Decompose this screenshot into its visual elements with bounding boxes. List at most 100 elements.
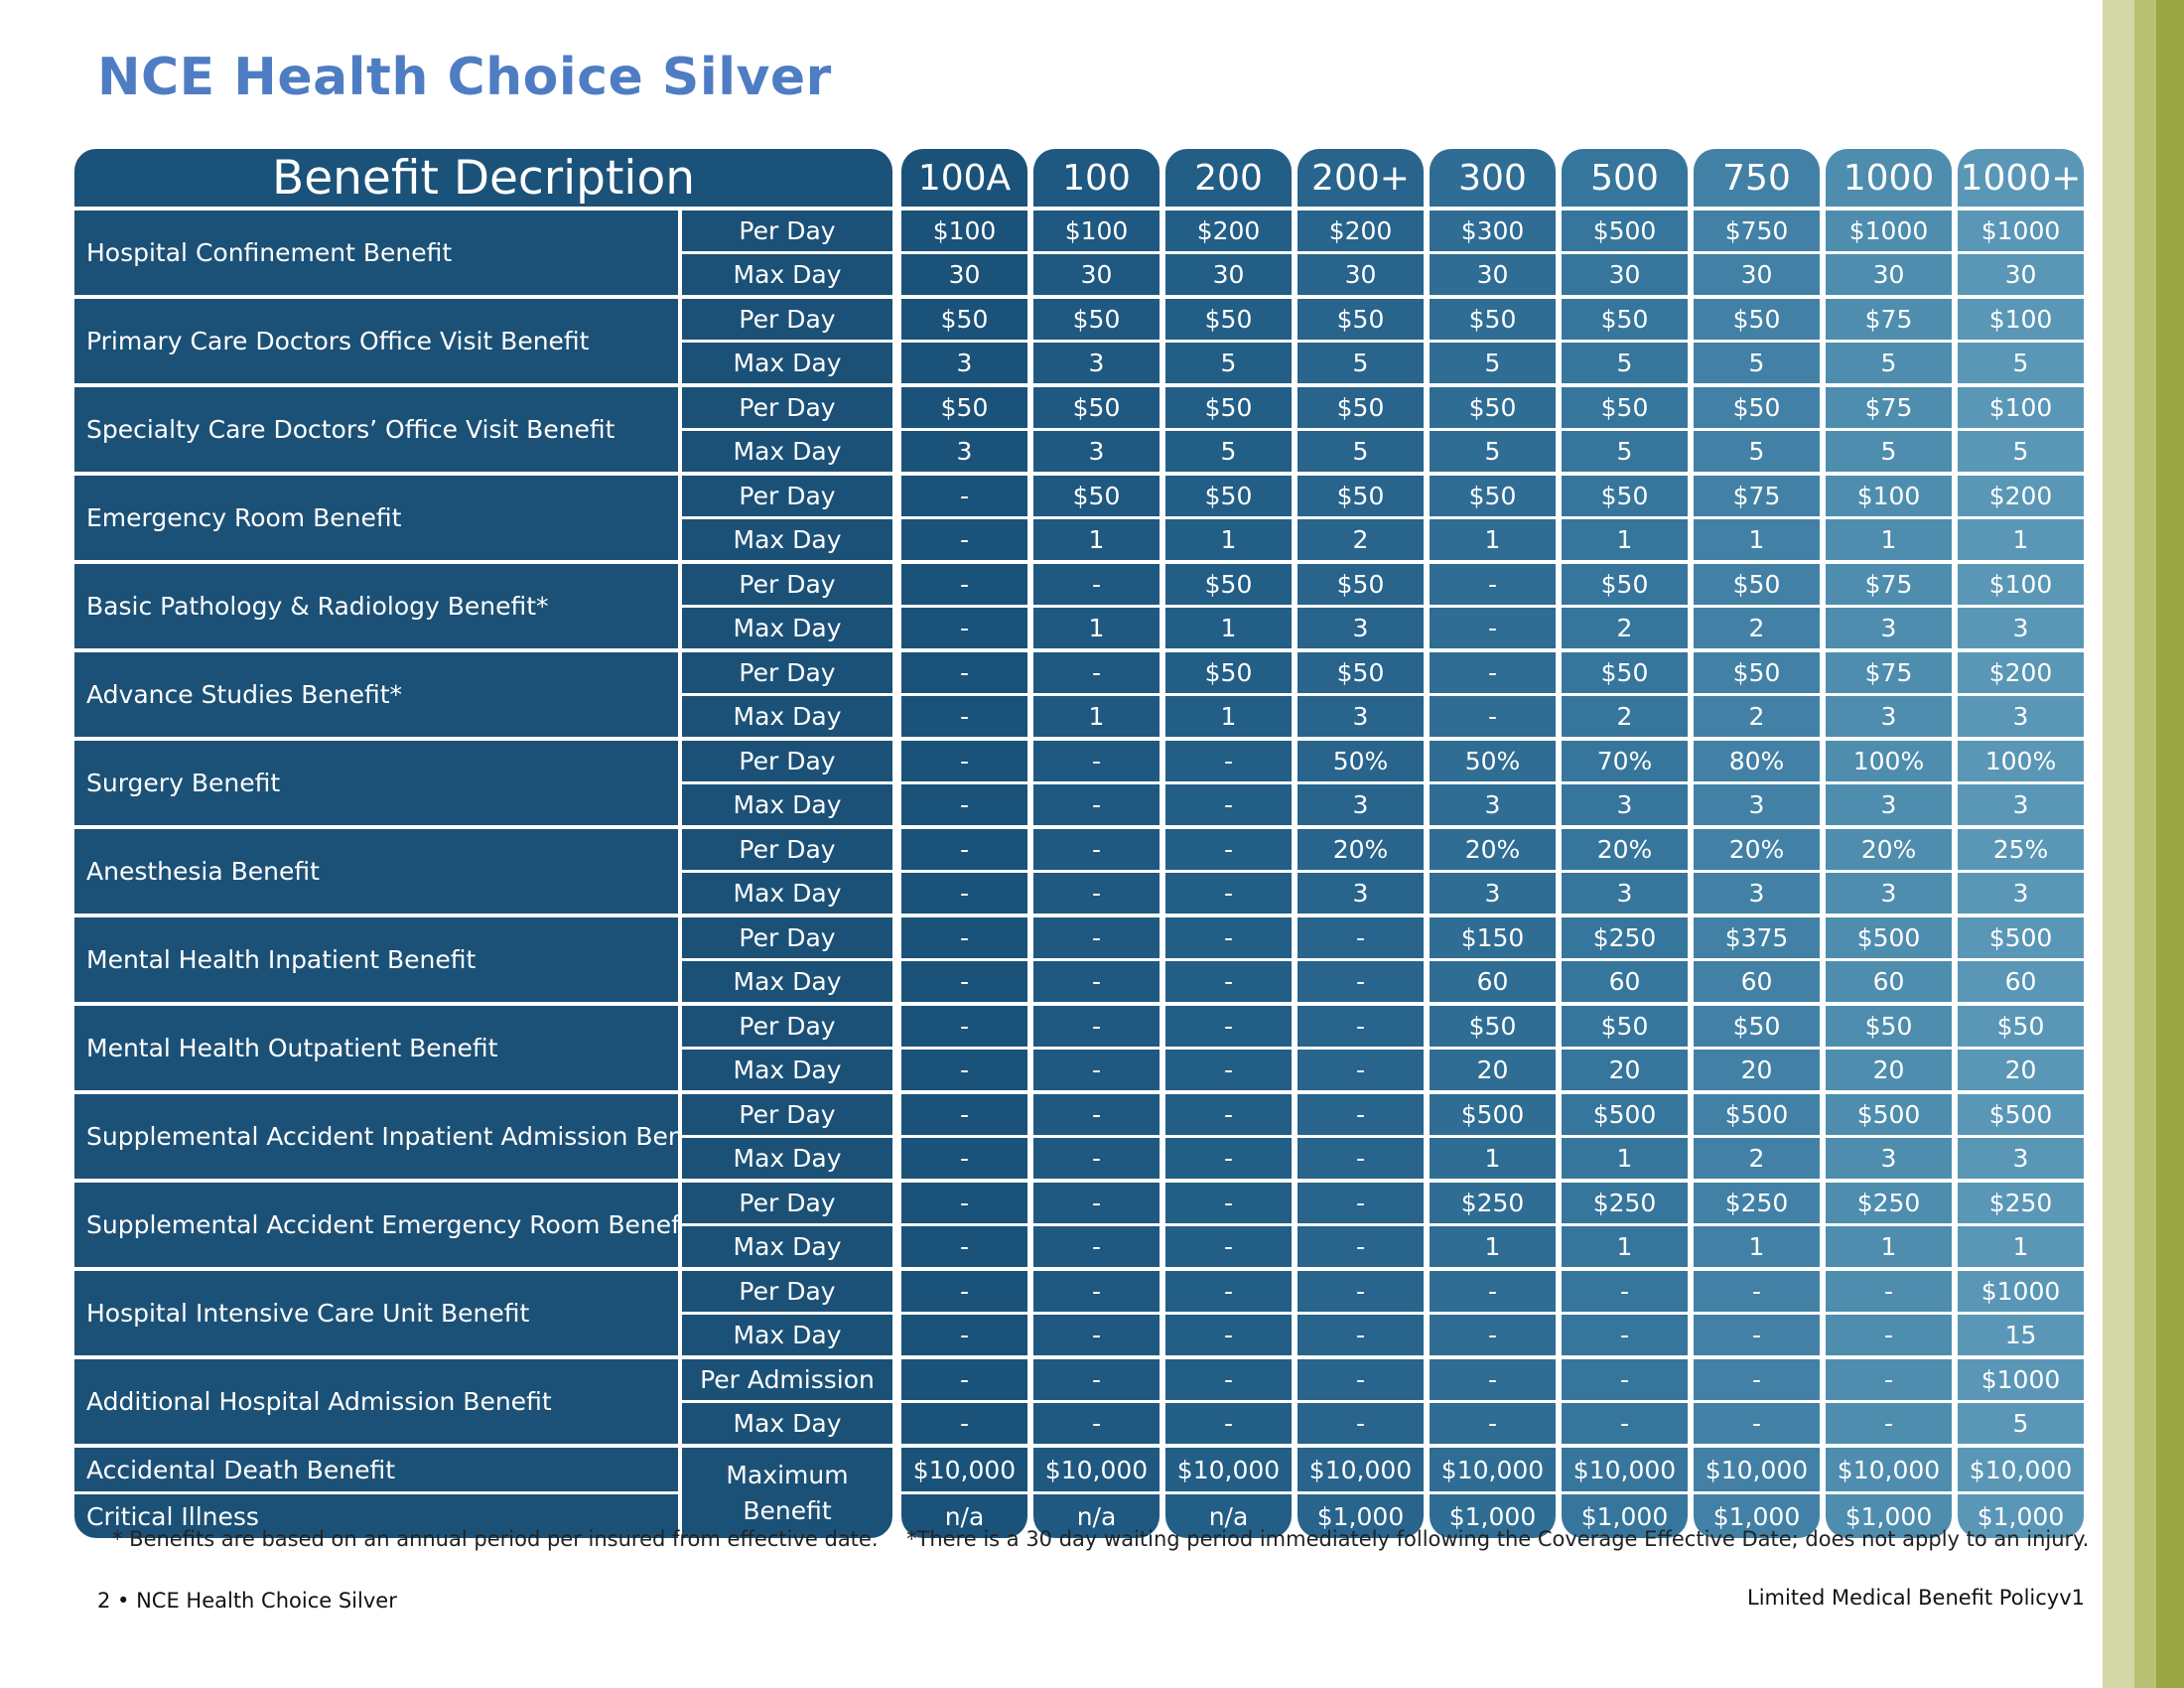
benefit-value: - bbox=[1297, 1094, 1424, 1135]
benefit-value: - bbox=[1297, 1006, 1424, 1047]
benefit-value: $75 bbox=[1826, 387, 1952, 428]
benefit-value: 1 bbox=[1958, 519, 2084, 560]
benefit-value: 3 bbox=[1694, 784, 1820, 825]
benefit-value: $50 bbox=[901, 299, 1027, 340]
benefit-value: 5 bbox=[1694, 431, 1820, 472]
benefit-value: $50 bbox=[1297, 652, 1424, 693]
benefit-value: 3 bbox=[1958, 608, 2084, 648]
plan-header-200: 200 bbox=[1165, 149, 1292, 207]
benefit-value: $50 bbox=[1165, 564, 1292, 605]
benefit-value: 30 bbox=[1826, 254, 1952, 295]
benefit-value: $50 bbox=[1165, 476, 1292, 516]
benefit-value: 20% bbox=[1562, 829, 1688, 870]
benefit-value: $50 bbox=[901, 387, 1027, 428]
decorative-stripe-dark bbox=[2156, 0, 2184, 1688]
benefit-value: $750 bbox=[1694, 211, 1820, 251]
benefit-value: 20 bbox=[1826, 1050, 1952, 1090]
benefit-value: - bbox=[901, 1315, 1027, 1355]
benefit-value: 1 bbox=[1562, 519, 1688, 560]
period-label: Max Day bbox=[682, 1050, 892, 1090]
benefit-value: 3 bbox=[1826, 608, 1952, 648]
benefit-value: 3 bbox=[901, 431, 1027, 472]
benefit-value: - bbox=[1165, 1094, 1292, 1135]
period-label: Max Day bbox=[682, 1138, 892, 1179]
benefit-value: $100 bbox=[901, 211, 1027, 251]
period-label: Per Day bbox=[682, 1183, 892, 1223]
benefit-value: $1,000 bbox=[1826, 1494, 1952, 1538]
benefit-value: 3 bbox=[1297, 696, 1424, 737]
benefit-value: $50 bbox=[1430, 387, 1556, 428]
benefit-value: $50 bbox=[1430, 299, 1556, 340]
benefit-value: 3 bbox=[1033, 343, 1160, 383]
benefit-value: $250 bbox=[1562, 917, 1688, 958]
benefit-value: - bbox=[1297, 1315, 1424, 1355]
benefit-value: 60 bbox=[1694, 961, 1820, 1002]
period-label: Max Day bbox=[682, 254, 892, 295]
period-label: Max Day bbox=[682, 696, 892, 737]
benefit-value: $1000 bbox=[1958, 1271, 2084, 1312]
benefit-value: 5 bbox=[1826, 431, 1952, 472]
benefit-value: $50 bbox=[1297, 476, 1424, 516]
benefit-value: $250 bbox=[1562, 1183, 1688, 1223]
benefit-value: 1 bbox=[1562, 1138, 1688, 1179]
benefit-value: 3 bbox=[1430, 784, 1556, 825]
benefit-value: 100% bbox=[1826, 741, 1952, 781]
benefit-value: $1000 bbox=[1958, 1359, 2084, 1400]
benefit-value: 80% bbox=[1694, 741, 1820, 781]
benefit-value: $50 bbox=[1562, 476, 1688, 516]
benefit-value: - bbox=[1297, 1271, 1424, 1312]
benefit-value: 5 bbox=[1562, 431, 1688, 472]
plan-header-300: 300 bbox=[1430, 149, 1556, 207]
benefit-value: - bbox=[1165, 961, 1292, 1002]
benefit-value: n/a bbox=[1033, 1494, 1160, 1538]
period-label: Max Day bbox=[682, 343, 892, 383]
benefit-value: - bbox=[901, 917, 1027, 958]
benefit-value: - bbox=[1165, 1359, 1292, 1400]
benefit-value: 5 bbox=[1297, 431, 1424, 472]
benefit-value: 1 bbox=[1033, 519, 1160, 560]
benefit-value: - bbox=[1165, 1183, 1292, 1223]
benefit-value: 50% bbox=[1297, 741, 1424, 781]
benefit-value: 25% bbox=[1958, 829, 2084, 870]
benefit-value: 3 bbox=[1826, 873, 1952, 914]
period-label: Max Day bbox=[682, 431, 892, 472]
period-label: Per Day bbox=[682, 652, 892, 693]
benefit-value: $75 bbox=[1826, 564, 1952, 605]
period-label: Per Day bbox=[682, 829, 892, 870]
benefit-value: - bbox=[1562, 1359, 1688, 1400]
benefit-value: 3 bbox=[1562, 784, 1688, 825]
benefit-value: - bbox=[1165, 1050, 1292, 1090]
benefit-value: - bbox=[901, 1094, 1027, 1135]
footnote-left: * Benefits are based on an annual period… bbox=[112, 1527, 879, 1551]
benefit-name: Supplemental Accident Inpatient Admissio… bbox=[74, 1094, 725, 1179]
benefit-value: $10,000 bbox=[1958, 1448, 2084, 1491]
period-label: Per Day bbox=[682, 1094, 892, 1135]
benefit-value: 3 bbox=[1430, 873, 1556, 914]
benefit-value: 5 bbox=[1562, 343, 1688, 383]
period-label: Per Day bbox=[682, 564, 892, 605]
footnote-right: *There is a 30 day waiting period immedi… bbox=[906, 1527, 2090, 1551]
benefit-value: $250 bbox=[1826, 1183, 1952, 1223]
page-footer: 2 • NCE Health Choice Silver bbox=[97, 1589, 397, 1613]
benefit-name: Anesthesia Benefit bbox=[74, 829, 678, 914]
benefit-value: 5 bbox=[1165, 431, 1292, 472]
benefit-value: - bbox=[1430, 1403, 1556, 1444]
benefit-value: 20 bbox=[1694, 1050, 1820, 1090]
benefit-value: 3 bbox=[1958, 1138, 2084, 1179]
benefit-value: 20 bbox=[1562, 1050, 1688, 1090]
benefit-value: - bbox=[1033, 564, 1160, 605]
period-label: Per Day bbox=[682, 741, 892, 781]
benefit-value: - bbox=[1297, 1050, 1424, 1090]
benefit-value: - bbox=[901, 652, 1027, 693]
benefit-value: $500 bbox=[1562, 211, 1688, 251]
benefit-value: $150 bbox=[1430, 917, 1556, 958]
benefit-value: - bbox=[1562, 1271, 1688, 1312]
benefit-value: - bbox=[1297, 1138, 1424, 1179]
benefit-value: - bbox=[1033, 829, 1160, 870]
benefit-value: - bbox=[901, 1138, 1027, 1179]
maximum-benefit-label: Maximum Benefit bbox=[682, 1448, 892, 1538]
benefit-name: Supplemental Accident Emergency Room Ben… bbox=[74, 1183, 697, 1267]
benefit-value: 3 bbox=[1958, 696, 2084, 737]
benefit-value: 20 bbox=[1958, 1050, 2084, 1090]
